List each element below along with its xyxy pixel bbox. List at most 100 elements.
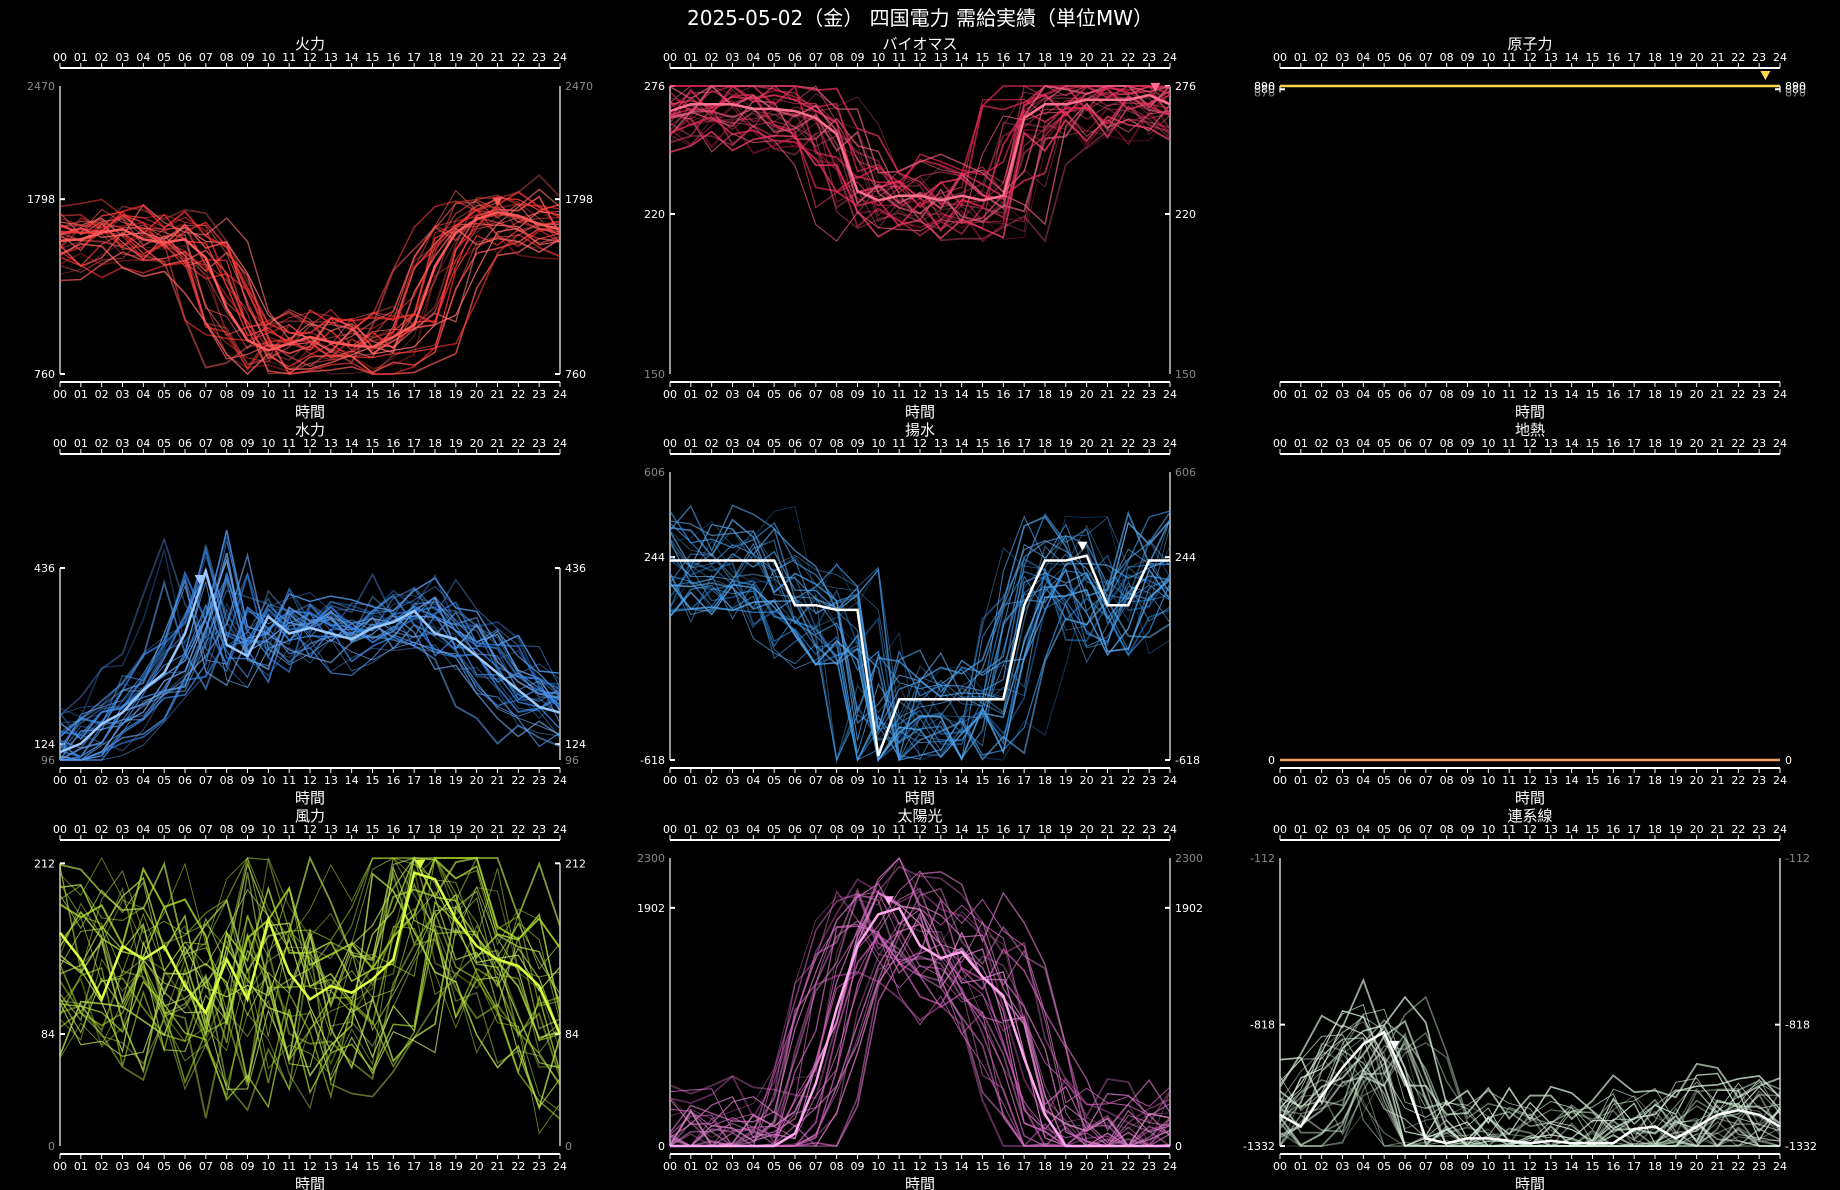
history-series-line [59, 900, 561, 1109]
history-series-line [669, 538, 1171, 758]
hour-tick-label: 06 [178, 51, 192, 64]
hour-tick-label: 16 [1606, 1160, 1620, 1173]
hour-tick-label: 16 [996, 388, 1010, 401]
hour-tick-label: 07 [809, 388, 823, 401]
x-axis-label: 時間 [295, 789, 325, 807]
hour-tick-label: 09 [241, 388, 255, 401]
history-series-line [669, 510, 1171, 715]
hour-tick-label: 01 [684, 774, 698, 787]
hour-tick-label: 22 [1121, 51, 1135, 64]
hour-tick-label: 00 [663, 437, 677, 450]
history-series-line [669, 540, 1171, 732]
y-tick-label: -818 [1250, 1019, 1275, 1032]
history-series-line [60, 581, 561, 761]
hour-tick-label: 22 [1121, 388, 1135, 401]
hour-tick-label: 05 [157, 437, 171, 450]
hour-tick-label: 15 [366, 1160, 380, 1173]
hour-tick-label: 00 [663, 388, 677, 401]
hour-tick-label: 01 [74, 1160, 88, 1173]
hour-tick-label: 03 [1336, 823, 1350, 836]
hour-tick-label: 05 [767, 1160, 781, 1173]
hour-tick-label: 05 [157, 51, 171, 64]
chart-title: 揚水 [905, 421, 935, 439]
today-series-line [1279, 1030, 1781, 1145]
hour-tick-label: 05 [767, 774, 781, 787]
history-series-line [669, 91, 1171, 223]
hour-tick-label: 04 [136, 388, 150, 401]
hour-tick-label: 15 [1586, 437, 1600, 450]
hour-tick-label: 23 [1142, 1160, 1156, 1173]
hour-tick-label: 05 [157, 1160, 171, 1173]
hour-tick-label: 22 [1731, 774, 1745, 787]
hour-tick-label: 21 [1711, 388, 1725, 401]
hour-tick-label: 11 [282, 1160, 296, 1173]
history-series-line [59, 948, 561, 1112]
x-axis-label: 時間 [295, 1175, 325, 1190]
hour-tick-label: 11 [1502, 1160, 1516, 1173]
hour-tick-label: 00 [53, 823, 67, 836]
hour-tick-label: 23 [1752, 388, 1766, 401]
hour-tick-label: 22 [511, 823, 525, 836]
hour-tick-label: 17 [1627, 1160, 1641, 1173]
hour-tick-label: 14 [955, 774, 969, 787]
hour-tick-label: 04 [746, 774, 760, 787]
current-time-marker [1150, 82, 1161, 92]
current-time-marker [194, 575, 205, 585]
hour-tick-label: 02 [95, 51, 109, 64]
y-tick-label: 276 [644, 80, 665, 93]
hour-tick-label: 02 [705, 1160, 719, 1173]
hour-tick-label: 22 [1731, 1160, 1745, 1173]
hour-tick-label: 00 [663, 823, 677, 836]
hour-tick-label: 10 [871, 437, 885, 450]
chart-panel: 揚水 00 01 02 03 04 05 06 07 08 09 10 11 12 13 14 15 16 17 18… [640, 421, 1200, 807]
hour-tick-label: 22 [1121, 823, 1135, 836]
hour-tick-label: 00 [663, 1160, 677, 1173]
hour-tick-label: 17 [407, 51, 421, 64]
hour-tick-label: 20 [1690, 1160, 1704, 1173]
history-series-line [1279, 977, 1781, 1121]
current-time-marker [883, 896, 894, 906]
hour-tick-label: 06 [1398, 437, 1412, 450]
hour-tick-label: 17 [407, 1160, 421, 1173]
hour-tick-label: 20 [470, 823, 484, 836]
hour-tick-label: 11 [1502, 51, 1516, 64]
hour-tick-label: 06 [178, 823, 192, 836]
hour-tick-label: 02 [705, 437, 719, 450]
history-series-line [59, 574, 561, 738]
hour-tick-label: 07 [809, 51, 823, 64]
history-series-line [669, 110, 1171, 242]
hour-tick-label: 11 [1502, 774, 1516, 787]
today-series-line [59, 871, 562, 1035]
hour-tick-label: 08 [220, 51, 234, 64]
hour-tick-label: 09 [1461, 51, 1475, 64]
hour-tick-label: 13 [1544, 437, 1558, 450]
hour-tick-label: 16 [996, 51, 1010, 64]
hour-tick-label: 21 [1711, 51, 1725, 64]
hour-tick-label: 21 [491, 51, 505, 64]
hour-tick-label: 08 [220, 1160, 234, 1173]
hour-tick-label: 07 [1419, 437, 1433, 450]
hour-tick-label: 23 [532, 437, 546, 450]
hour-tick-label: 17 [1627, 437, 1641, 450]
hour-tick-label: 23 [1752, 774, 1766, 787]
hour-tick-label: 09 [851, 1160, 865, 1173]
history-series-line [59, 865, 561, 1109]
history-series-line [669, 572, 1171, 762]
hour-tick-label: 15 [976, 823, 990, 836]
hour-tick-label: 22 [1731, 823, 1745, 836]
chart-title: 水力 [295, 421, 325, 439]
hour-tick-label: 00 [1273, 1160, 1287, 1173]
hour-tick-label: 04 [136, 774, 150, 787]
hour-tick-label: 10 [261, 51, 275, 64]
hour-tick-label: 15 [366, 774, 380, 787]
hour-tick-label: 13 [934, 388, 948, 401]
y-tick-label: 1798 [565, 193, 593, 206]
current-time-marker [1389, 1040, 1400, 1050]
hour-tick-label: 18 [1038, 437, 1052, 450]
hour-tick-label: 07 [809, 1160, 823, 1173]
history-series-line [1279, 1032, 1781, 1148]
hour-tick-label: 01 [684, 388, 698, 401]
y-tick-label: 220 [644, 208, 665, 221]
hour-tick-label: 15 [366, 51, 380, 64]
